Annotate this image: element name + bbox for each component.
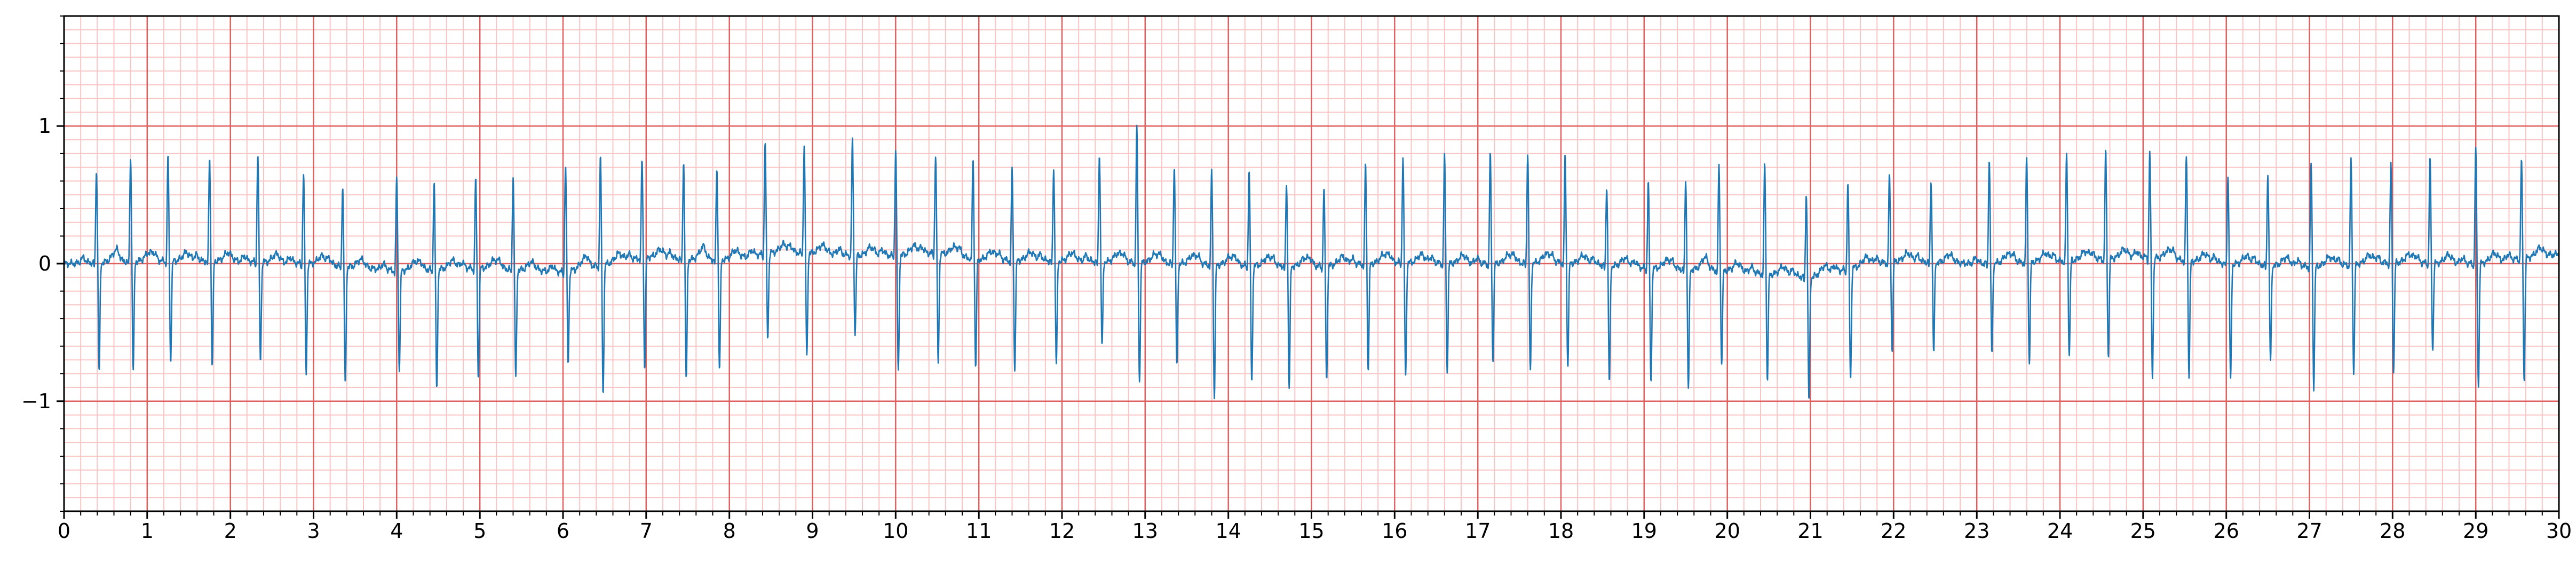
x-tick-label: 15 — [1298, 519, 1324, 543]
x-tick-label: 5 — [473, 519, 486, 543]
y-tick-label: −1 — [21, 390, 51, 413]
x-tick-label: 0 — [58, 519, 70, 543]
x-tick-label: 16 — [1382, 519, 1407, 543]
x-tick-label: 23 — [1964, 519, 1990, 543]
x-tick-label: 19 — [1631, 519, 1657, 543]
x-tick-label: 8 — [723, 519, 736, 543]
x-tick-label: 7 — [640, 519, 653, 543]
y-tick-labels: −1 0 1 — [21, 114, 51, 413]
x-tick-labels: 0 1 2 3 4 5 6 7 8 9 10 11 12 13 14 15 16 17 18 19 20 21 22 23 24… — [58, 519, 2572, 543]
x-tick-label: 28 — [2380, 519, 2405, 543]
x-tick-label: 18 — [1548, 519, 1574, 543]
x-tick-label: 26 — [2214, 519, 2239, 543]
x-tick-label: 1 — [141, 519, 154, 543]
x-tick-label: 29 — [2463, 519, 2488, 543]
x-tick-label: 14 — [1216, 519, 1241, 543]
x-tick-label: 21 — [1797, 519, 1823, 543]
x-tick-label: 4 — [390, 519, 403, 543]
x-tick-label: 30 — [2546, 519, 2572, 543]
x-tick-label: 10 — [883, 519, 908, 543]
x-tick-label: 3 — [307, 519, 320, 543]
x-tick-label: 17 — [1465, 519, 1491, 543]
x-tick-label: 24 — [2047, 519, 2073, 543]
x-tick-label: 13 — [1132, 519, 1158, 543]
x-tick-label: 22 — [1881, 519, 1906, 543]
x-tick-label: 9 — [806, 519, 819, 543]
axis-ticks — [57, 15, 2560, 519]
ecg-trace-layer — [63, 124, 2560, 400]
y-tick-label: 0 — [38, 252, 51, 275]
ecg-trace-line — [63, 124, 2560, 400]
x-tick-label: 12 — [1049, 519, 1075, 543]
y-tick-label: 1 — [38, 114, 51, 138]
x-tick-label: 25 — [2130, 519, 2156, 543]
x-tick-label: 27 — [2296, 519, 2322, 543]
x-tick-label: 2 — [224, 519, 237, 543]
x-tick-label: 20 — [1715, 519, 1740, 543]
x-tick-label: 11 — [966, 519, 992, 543]
x-tick-label: 6 — [557, 519, 569, 543]
